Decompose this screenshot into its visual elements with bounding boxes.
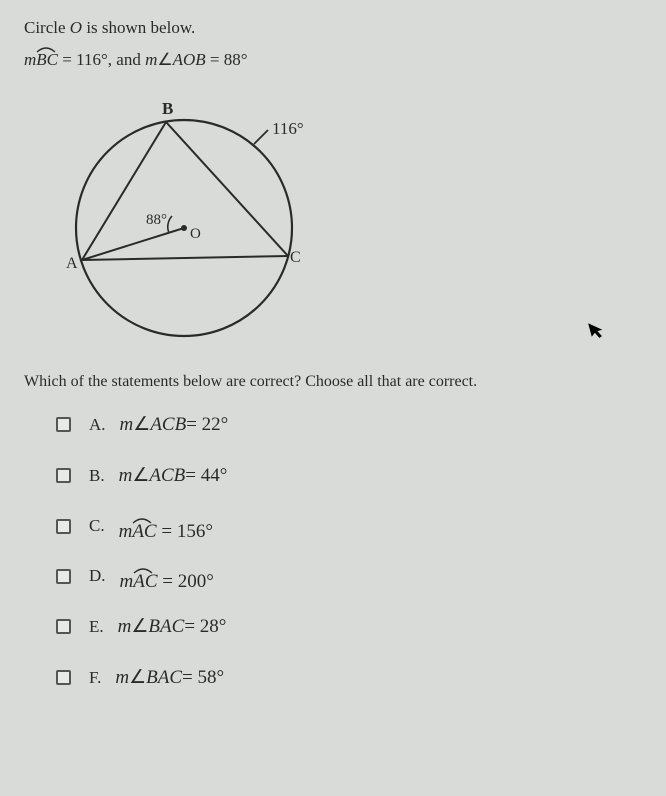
opt-a-sym: ∠	[133, 413, 150, 436]
label-o: O	[190, 226, 201, 242]
label-88: 88°	[146, 212, 167, 228]
opt-letter-a: A.	[89, 415, 106, 435]
opt-letter-b: B.	[89, 466, 105, 486]
checkbox-a[interactable]	[56, 417, 71, 432]
arc-bc-container: BC	[36, 50, 58, 70]
opt-c-m: m	[119, 521, 133, 542]
label-c: C	[290, 249, 301, 266]
circle-var: O	[70, 18, 82, 37]
option-b[interactable]: B. m∠ACB = 44°	[24, 464, 642, 487]
option-f[interactable]: F. m∠BAC = 58°	[24, 666, 642, 689]
m-2: m	[145, 50, 157, 69]
label-a: A	[66, 255, 78, 272]
diagram-svg: B A C O 88° 116°	[54, 88, 354, 348]
arc-ac-c: AC	[132, 521, 156, 543]
opt-d-m: m	[120, 571, 134, 592]
angle-sym-aob: ∠	[157, 50, 172, 69]
checkbox-d[interactable]	[56, 569, 71, 584]
label-b: B	[162, 99, 173, 118]
label-116: 116°	[272, 119, 304, 138]
circle-diagram: B A C O 88° 116°	[54, 88, 642, 353]
opt-a-m: m	[120, 414, 134, 436]
opt-e-m: m	[118, 616, 132, 638]
option-a[interactable]: A. m∠ACB = 22°	[24, 413, 642, 436]
arc-ac-d: AC	[133, 571, 157, 593]
checkbox-e[interactable]	[56, 619, 71, 634]
prompt-prefix: Circle	[24, 18, 70, 37]
opt-b-sym: ∠	[132, 464, 149, 487]
line-ac	[82, 256, 288, 260]
opt-d-eq: = 200°	[158, 571, 214, 592]
option-d[interactable]: D. m AC = 200°	[24, 565, 642, 587]
arc-over-bc	[36, 44, 56, 54]
opt-e-eq: = 28°	[184, 616, 226, 638]
center-dot	[181, 225, 187, 231]
opt-letter-f: F.	[89, 668, 101, 688]
opt-b-eq: = 44°	[185, 465, 227, 487]
opt-a-expr: ACB	[150, 414, 186, 436]
opt-letter-d: D.	[89, 566, 106, 586]
opt-f-expr: BAC	[146, 667, 182, 689]
opt-e-sym: ∠	[131, 615, 148, 638]
question-text: Which of the statements below are correc…	[24, 373, 642, 391]
opt-letter-e: E.	[89, 617, 104, 637]
opt-a-eq: = 22°	[186, 414, 228, 436]
opt-f-m: m	[115, 667, 129, 689]
line-bc	[166, 122, 288, 256]
opt-f-sym: ∠	[129, 666, 146, 689]
arc-over-d	[133, 565, 153, 575]
angle-arc-o	[168, 216, 172, 233]
prompt-line-1: Circle O is shown below.	[24, 18, 642, 38]
opt-b-expr: ACB	[149, 465, 185, 487]
checkbox-c[interactable]	[56, 519, 71, 534]
checkbox-f[interactable]	[56, 670, 71, 685]
line-ab	[82, 122, 166, 260]
opt-f-eq: = 58°	[182, 667, 224, 689]
opt-b-m: m	[119, 465, 133, 487]
option-c[interactable]: C. m AC = 156°	[24, 515, 642, 537]
checkbox-b[interactable]	[56, 468, 71, 483]
m-1: m	[24, 50, 36, 69]
arc-over-c	[132, 515, 152, 525]
given-line: m BC = 116°, and m∠AOB = 88°	[24, 50, 642, 70]
opt-letter-c: C.	[89, 516, 105, 536]
option-e[interactable]: E. m∠BAC = 28°	[24, 615, 642, 638]
prompt-suffix: is shown below.	[82, 18, 195, 37]
angle-aob: AOB	[173, 50, 206, 69]
opt-c-eq: = 156°	[157, 521, 213, 542]
arc-tick-116	[254, 130, 268, 144]
opt-e-expr: BAC	[148, 616, 184, 638]
eq-88: = 88°	[206, 50, 248, 69]
eq-116: = 116°, and	[58, 50, 145, 69]
